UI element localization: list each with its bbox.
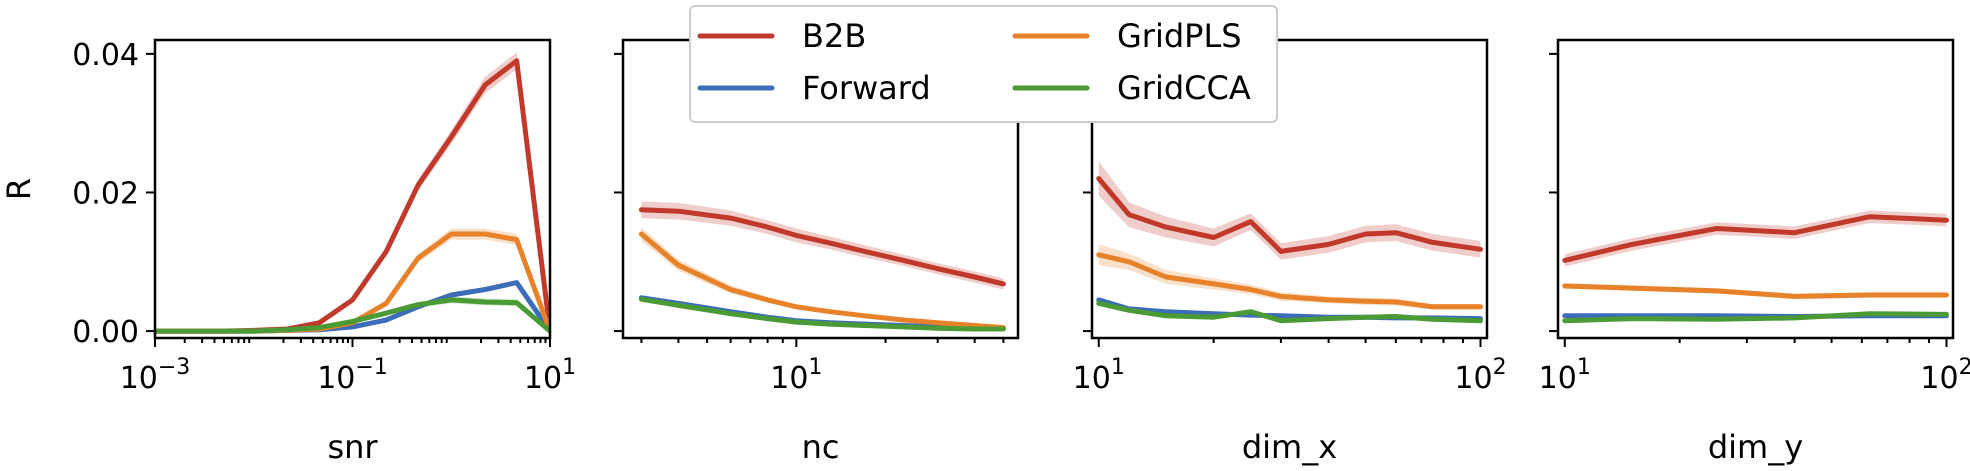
line-gridpls: [638, 231, 1006, 331]
panel-dim_y: 101 102 dim_y: [1539, 38, 1970, 466]
line-b2b: [1562, 214, 1949, 263]
xtick-label: 101: [1073, 355, 1125, 396]
x-axis-label: snr: [327, 428, 378, 466]
band-b2b: [1098, 161, 1481, 260]
legend-item-gridpls: GridPLS: [1012, 17, 1242, 55]
axes-frame: [1090, 38, 1489, 340]
panels: 0.00 0.02 0.04 10−3 10−1 101 snr R 101 nc 101 102 di…: [0, 38, 1970, 466]
band-b2b: [1564, 210, 1947, 267]
xtick-label: 101: [1539, 355, 1591, 396]
line-gridcca: [638, 296, 1006, 332]
line-gridpls: [155, 231, 550, 334]
x-axis-label: nc: [802, 428, 840, 466]
panel-snr: 0.00 0.02 0.04 10−3 10−1 101 snr R: [0, 38, 576, 466]
legend-label: B2B: [802, 17, 866, 55]
line-gridcca: [1096, 300, 1483, 324]
xtick-label: 10−1: [317, 355, 388, 396]
ytick-label: 0.02: [72, 176, 139, 211]
xtick-label: 102: [1454, 355, 1506, 396]
ytick-label: 0.04: [72, 38, 139, 73]
legend: B2B GridPLS Forward GridCCA: [689, 5, 1278, 123]
xtick-label: 101: [770, 355, 822, 396]
legend-label: GridPLS: [1117, 17, 1242, 55]
line-gridpls: [1096, 252, 1483, 310]
plot-area: [1562, 210, 1949, 324]
band-b2b: [641, 201, 1004, 290]
xtick-label: 102: [1920, 355, 1970, 396]
xtick-label: 10−3: [120, 355, 191, 396]
y-axis-label: R: [0, 178, 38, 200]
line-gridcca: [1562, 311, 1949, 324]
band-gridpls: [155, 228, 550, 332]
legend-label: GridCCA: [1117, 69, 1251, 107]
line-b2b: [1096, 176, 1483, 254]
line-b2b: [638, 207, 1006, 287]
x-axis-label: dim_x: [1242, 428, 1337, 466]
band-gridpls: [641, 227, 1004, 329]
legend-item-b2b: B2B: [697, 17, 866, 55]
panel-nc: 101 nc: [614, 38, 1020, 466]
band-gridcca: [155, 296, 550, 332]
legend-box: [689, 5, 1278, 123]
ytick-label: 0.00: [72, 315, 139, 350]
xtick-label: 101: [524, 355, 576, 396]
axes-frame: [1556, 38, 1955, 340]
legend-label: Forward: [802, 69, 931, 107]
legend-item-gridcca: GridCCA: [1012, 69, 1251, 107]
plot-area: [1096, 161, 1483, 324]
legend-item-forward: Forward: [697, 69, 931, 107]
line-gridcca: [155, 297, 550, 334]
line-gridpls: [1562, 283, 1949, 299]
panel-dim_x: 101 102 dim_x: [1073, 38, 1507, 466]
plot-area: [638, 201, 1006, 332]
plot-area: [155, 52, 550, 334]
x-axis-label: dim_y: [1708, 428, 1803, 466]
